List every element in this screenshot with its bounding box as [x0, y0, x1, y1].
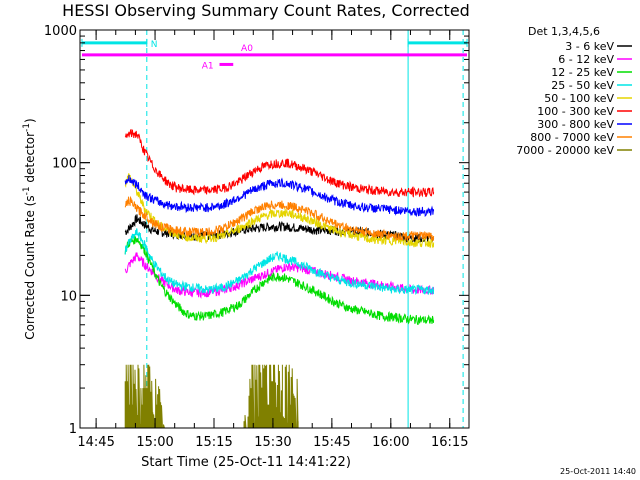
legend-label-0: 3 - 6 keV	[565, 40, 614, 53]
legend-label-2: 12 - 25 keV	[551, 66, 614, 79]
legend-title: Det 1,3,4,5,6	[528, 25, 600, 38]
annotation-a1: A1	[202, 61, 214, 71]
series-8	[124, 364, 299, 429]
y-tick-label-3: 1000	[44, 24, 77, 39]
series-line-8	[124, 364, 299, 429]
series-line-1	[124, 252, 435, 299]
x-tick-label-1: 15:00	[136, 435, 173, 450]
series-line-2	[124, 235, 435, 325]
legend-label-5: 100 - 300 keV	[537, 105, 614, 118]
series-4	[124, 173, 435, 249]
legend-label-7: 800 - 7000 keV	[530, 131, 614, 144]
y-tick-label-1: 10	[60, 289, 77, 304]
y-tick-label-2: 100	[52, 157, 77, 172]
x-axis-label: Start Time (25-Oct-11 14:41:22)	[141, 455, 351, 470]
y-axis-label: Corrected Count Rate (s-1 detector-1)	[22, 118, 37, 339]
series-2	[124, 235, 435, 325]
series-line-5	[124, 128, 435, 198]
series-7	[124, 195, 435, 242]
series-6	[124, 174, 435, 218]
x-tick-label-5: 16:00	[372, 435, 409, 450]
series-line-7	[124, 195, 435, 242]
legend-label-1: 6 - 12 keV	[558, 53, 614, 66]
annotation-a0: A0	[241, 44, 253, 54]
series-line-6	[124, 174, 435, 218]
x-tick-label-2: 15:15	[195, 435, 232, 450]
x-tick-label-4: 15:45	[313, 435, 350, 450]
x-tick-label-6: 16:15	[431, 435, 468, 450]
series-3	[124, 228, 435, 295]
data-layer: N A0 A1	[81, 30, 468, 429]
series-5	[124, 128, 435, 198]
series-1	[124, 252, 435, 299]
timestamp: 25-Oct-2011 14:40	[560, 467, 636, 476]
legend-label-8: 7000 - 20000 keV	[516, 144, 614, 157]
chart-title: HESSI Observing Summary Count Rates, Cor…	[62, 1, 470, 20]
x-tick-label-0: 14:45	[77, 435, 114, 450]
legend-label-4: 50 - 100 keV	[544, 92, 614, 105]
annotation-n: N	[151, 40, 158, 50]
series-line-3	[124, 228, 435, 295]
ticks-layer: 1 10 100 1000 14:45 15:00 15:15 15:30 15:45 16:00…	[44, 24, 469, 450]
legend-label-3: 25 - 50 keV	[551, 79, 614, 92]
x-tick-label-3: 15:30	[254, 435, 291, 450]
y-tick-label-0: 1	[69, 422, 77, 437]
plot-frame	[79, 29, 470, 429]
series-line-4	[124, 173, 435, 249]
legend-label-6: 300 - 800 keV	[537, 118, 614, 131]
